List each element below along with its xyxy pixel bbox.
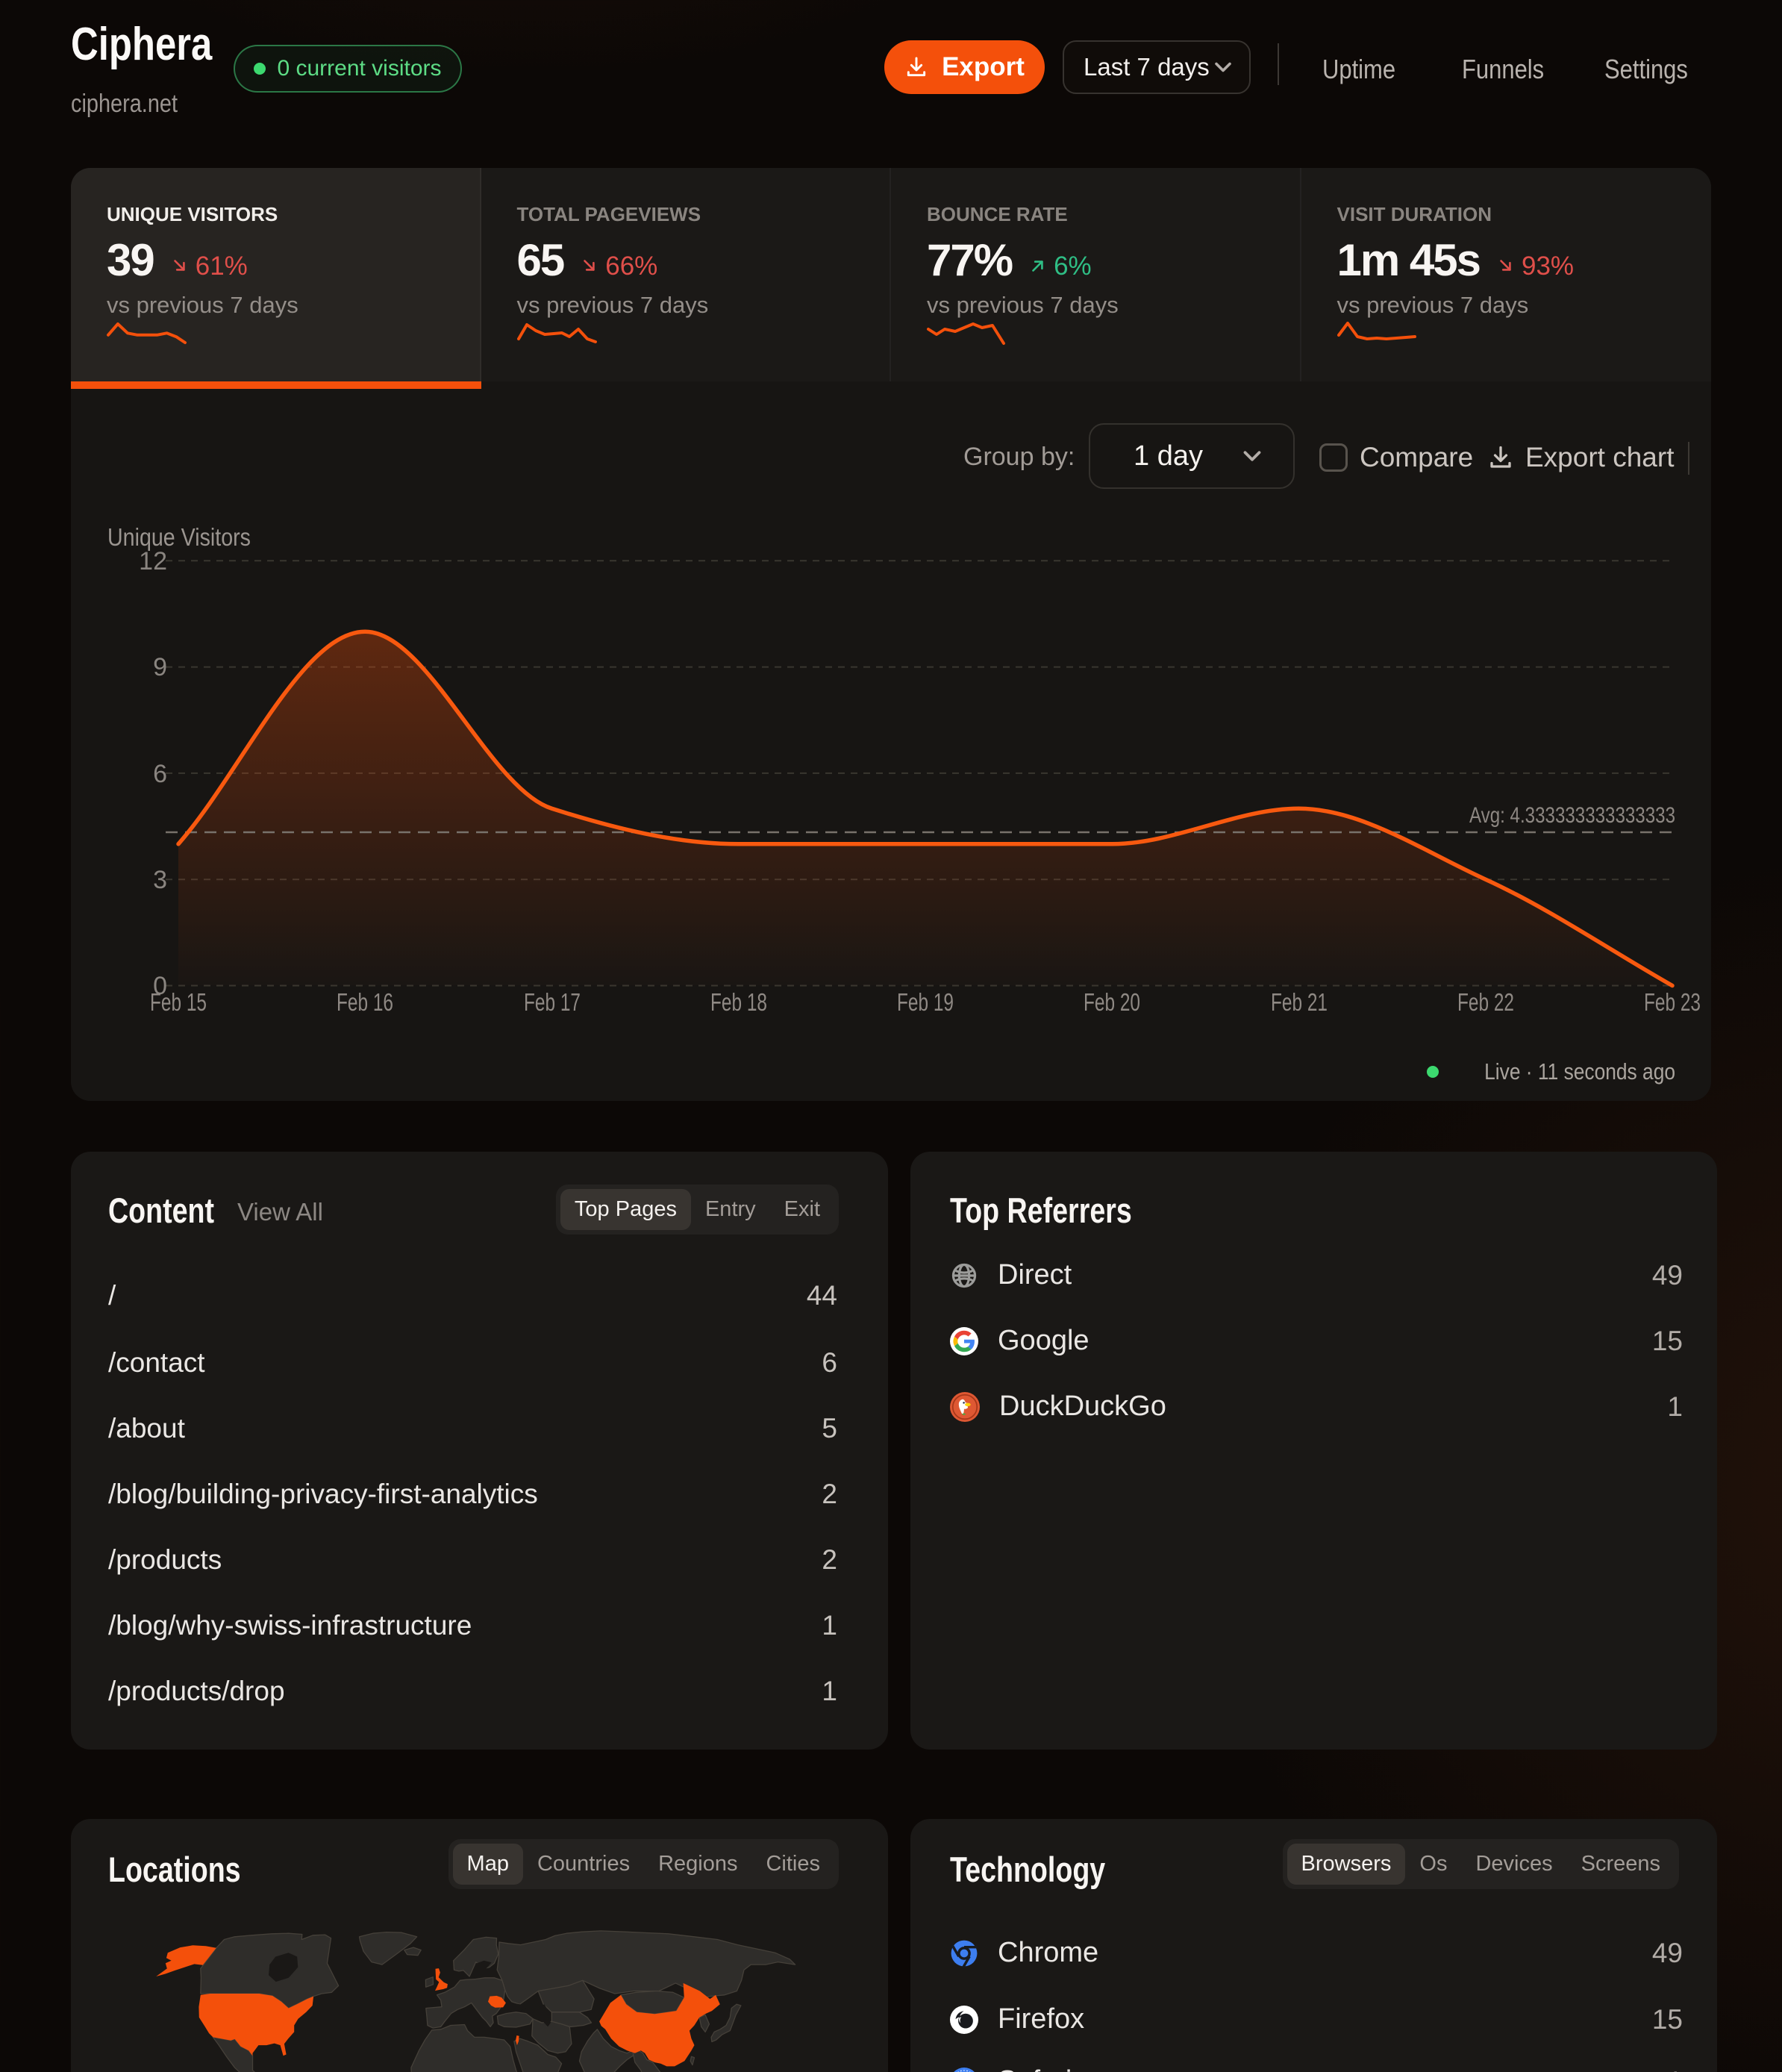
svg-text:6: 6 [153,760,167,788]
svg-text:9: 9 [153,653,167,681]
svg-text:3: 3 [153,866,167,894]
svg-text:Feb 23: Feb 23 [1644,988,1701,1016]
svg-text:Feb 17: Feb 17 [524,988,581,1016]
svg-text:Feb 19: Feb 19 [897,988,954,1016]
svg-text:Avg: 4.333333333333333: Avg: 4.333333333333333 [1469,803,1675,828]
svg-text:Feb 20: Feb 20 [1084,988,1140,1016]
svg-text:Feb 22: Feb 22 [1457,988,1514,1016]
svg-text:0: 0 [153,972,167,1000]
svg-text:Unique Visitors: Unique Visitors [107,523,251,551]
svg-text:12: 12 [139,547,167,575]
svg-text:Feb 21: Feb 21 [1271,988,1328,1016]
svg-text:Feb 18: Feb 18 [710,988,767,1016]
svg-text:Feb 16: Feb 16 [337,988,393,1016]
svg-text:Feb 15: Feb 15 [150,988,207,1016]
